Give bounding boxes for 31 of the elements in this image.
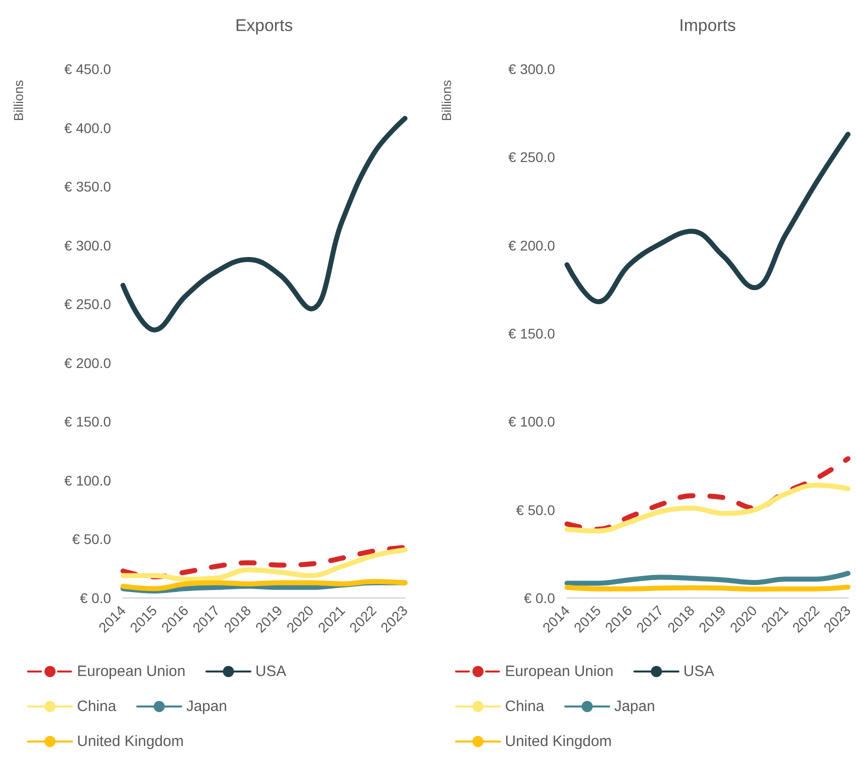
y-tick-label: € 50.0 [516,502,556,518]
y-tick-label: € 250.0 [64,296,112,312]
legend-label: China [77,698,117,715]
y-tick-label: € 400.0 [64,120,112,136]
y-tick-label: € 50.0 [72,531,112,548]
legend-label: European Union [505,663,614,680]
y-tick-label: € 0.0 [524,590,556,606]
y-tick-label: € 300.0 [508,61,556,77]
y-axis-title: Billions [11,80,26,122]
legend-label: Japan [614,698,656,715]
legend-label: United Kingdom [77,733,184,750]
y-tick-label: € 200.0 [508,237,556,254]
y-tick-label: € 350.0 [64,178,112,195]
legend-label: USA [683,663,714,680]
y-tick-label: € 250.0 [508,149,556,166]
y-tick-label: € 150.0 [64,414,112,430]
y-tick-label: € 150.0 [508,326,556,342]
chart-title: Imports [679,16,736,35]
y-tick-label: € 0.0 [80,590,112,606]
legend-label: USA [255,663,286,680]
chart-title: Exports [235,16,293,35]
legend-label: United Kingdom [505,733,612,750]
y-axis-title: Billions [439,80,454,122]
legend-label: Japan [186,698,228,715]
legend-label: China [505,698,545,715]
legend-label: European Union [77,663,186,680]
y-tick-label: € 450.0 [64,61,112,77]
y-tick-label: € 100.0 [64,472,112,488]
y-tick-label: € 300.0 [64,237,112,254]
y-tick-label: € 200.0 [64,354,112,371]
y-tick-label: € 100.0 [508,414,556,430]
